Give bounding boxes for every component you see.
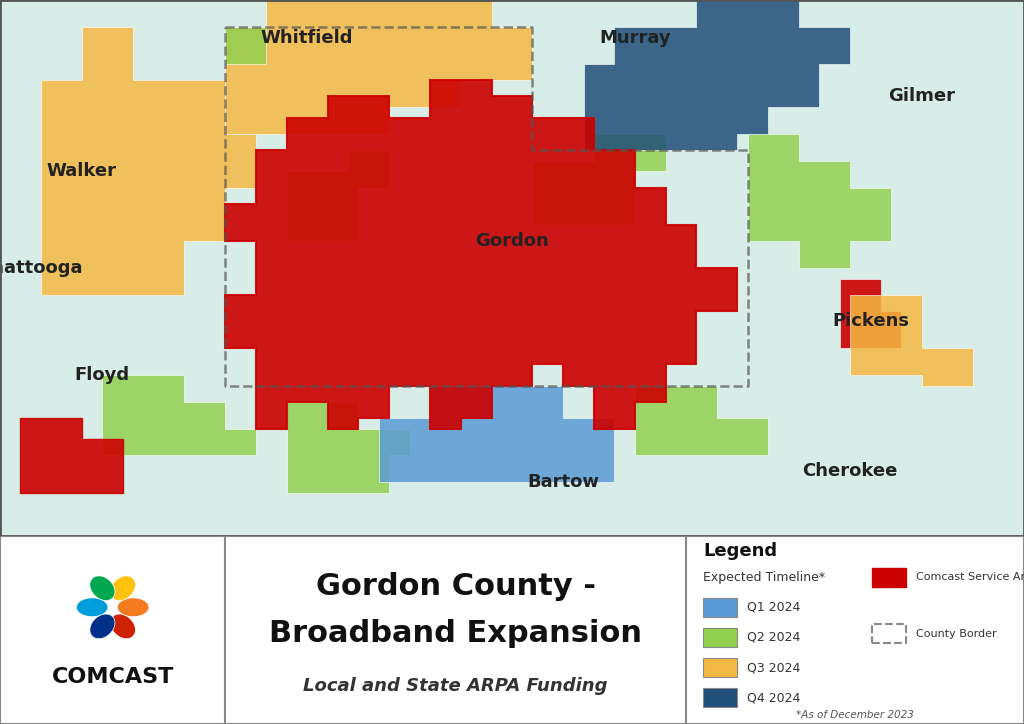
Text: Q4 2024: Q4 2024	[746, 691, 801, 704]
Bar	[872, 624, 906, 643]
Text: Bartow: Bartow	[527, 473, 599, 491]
Text: COMCAST: COMCAST	[51, 667, 174, 687]
Ellipse shape	[111, 576, 135, 601]
Text: Cherokee: Cherokee	[802, 463, 898, 481]
Bar	[702, 689, 737, 707]
Text: Local and State ARPA Funding: Local and State ARPA Funding	[303, 678, 608, 695]
Polygon shape	[225, 0, 532, 134]
Polygon shape	[102, 375, 256, 455]
Text: Walker: Walker	[47, 162, 117, 180]
Text: Gordon County -: Gordon County -	[315, 572, 596, 601]
Text: Q1 2024: Q1 2024	[746, 601, 801, 614]
Text: Chattooga: Chattooga	[0, 259, 83, 277]
Polygon shape	[532, 134, 666, 225]
Ellipse shape	[90, 576, 115, 601]
Text: Floyd: Floyd	[75, 366, 130, 384]
Polygon shape	[850, 295, 973, 386]
Polygon shape	[287, 402, 410, 493]
Text: Whitfield: Whitfield	[261, 28, 353, 46]
Text: Q2 2024: Q2 2024	[746, 631, 801, 644]
Polygon shape	[748, 134, 891, 268]
Text: *As of December 2023: *As of December 2023	[796, 710, 914, 720]
Bar	[702, 658, 737, 677]
Text: Broadband Expansion: Broadband Expansion	[269, 619, 642, 648]
Text: Pickens: Pickens	[831, 313, 909, 330]
Text: County Border: County Border	[915, 628, 996, 639]
Polygon shape	[840, 279, 901, 348]
Text: Murray: Murray	[599, 28, 671, 46]
Text: Gordon: Gordon	[475, 232, 549, 250]
Text: Q3 2024: Q3 2024	[746, 661, 801, 674]
Polygon shape	[584, 0, 850, 150]
Ellipse shape	[77, 598, 108, 617]
Text: Comcast Service Area: Comcast Service Area	[915, 572, 1024, 582]
Bar	[872, 568, 906, 586]
Bar	[702, 598, 737, 617]
Bar	[702, 628, 737, 647]
Polygon shape	[225, 80, 737, 429]
Polygon shape	[635, 386, 768, 455]
Text: Gilmer: Gilmer	[888, 88, 955, 106]
Ellipse shape	[90, 614, 115, 639]
Text: Expected Timeline*: Expected Timeline*	[702, 571, 825, 584]
Text: Legend: Legend	[702, 542, 777, 560]
Ellipse shape	[118, 598, 148, 617]
Polygon shape	[287, 150, 389, 241]
Polygon shape	[379, 386, 614, 482]
Ellipse shape	[111, 614, 135, 639]
Polygon shape	[41, 27, 256, 295]
Polygon shape	[20, 418, 123, 493]
Polygon shape	[225, 27, 266, 64]
